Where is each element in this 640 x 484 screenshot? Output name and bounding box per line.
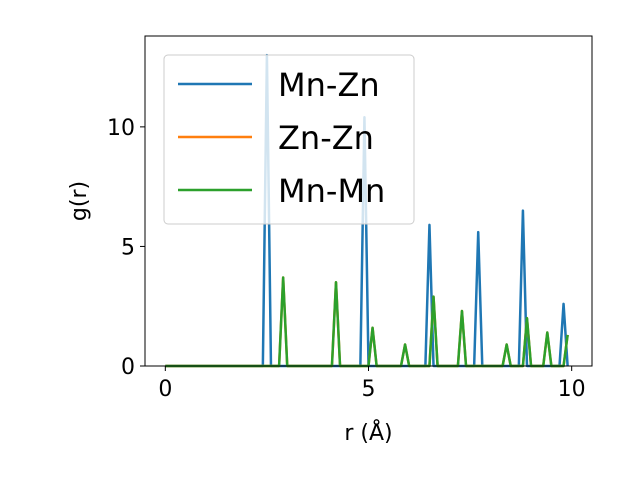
y-tick-label: 10 (107, 116, 135, 141)
legend: Mn-Zn Zn-Zn Mn-Mn (163, 54, 415, 225)
x-tick-label: 10 (558, 377, 586, 402)
legend-label: Mn-Zn (278, 66, 380, 104)
y-axis-ticks: 0 5 10 (107, 116, 145, 380)
x-axis-label: r (Å) (344, 419, 392, 446)
legend-box (163, 54, 415, 225)
y-tick-label: 5 (121, 235, 135, 260)
x-tick-label: 0 (158, 377, 172, 402)
x-tick-label: 5 (362, 377, 376, 402)
y-tick-label: 0 (121, 355, 135, 380)
legend-label: Mn-Mn (278, 172, 385, 210)
x-axis-ticks: 0 5 10 (158, 366, 586, 402)
y-axis-label: g(r) (67, 181, 92, 221)
legend-label: Zn-Zn (278, 119, 374, 157)
